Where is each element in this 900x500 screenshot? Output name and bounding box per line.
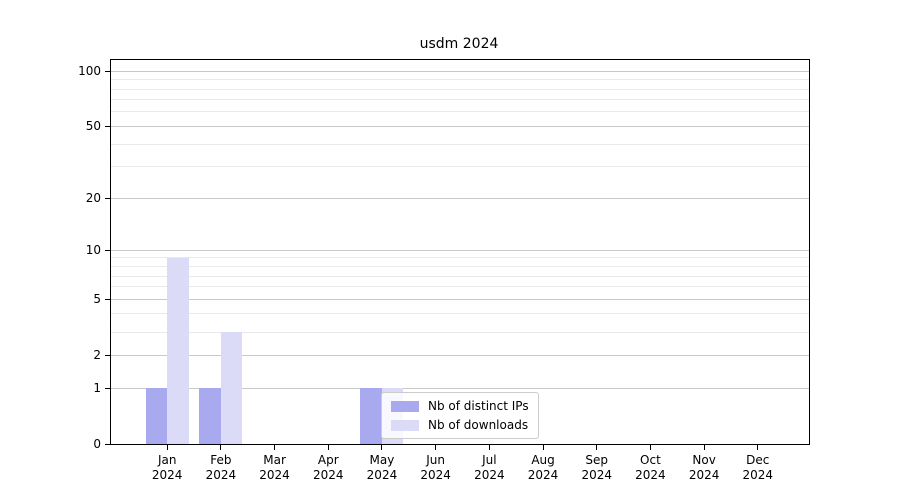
- gridline-minor: [111, 266, 809, 267]
- x-tick-mark: [435, 445, 437, 450]
- x-tick-label: Aug 2024: [527, 453, 559, 482]
- bar-distinct-ips: [360, 388, 382, 444]
- gridline-minor: [111, 99, 809, 101]
- y-tick-mark: [105, 249, 110, 251]
- y-tick-mark: [105, 443, 110, 445]
- gridline-minor: [111, 257, 809, 259]
- chart-title: usdm 2024: [419, 36, 499, 52]
- x-tick-label: Nov 2024: [688, 453, 720, 482]
- legend-swatch-downloads: [391, 419, 419, 431]
- gridline-major: [111, 197, 809, 199]
- x-tick-label: Jan 2024: [151, 453, 183, 482]
- y-tick-mark: [105, 298, 110, 300]
- plot-area: [110, 59, 810, 445]
- y-tick-mark: [105, 125, 110, 127]
- y-tick-label: 100: [78, 64, 101, 79]
- x-tick-label: Oct 2024: [635, 453, 666, 482]
- gridline-minor: [111, 88, 809, 90]
- x-tick-mark: [542, 445, 544, 450]
- gridline-minor: [111, 111, 809, 113]
- gridline-major: [111, 354, 809, 356]
- legend-label-downloads: Nb of downloads: [428, 418, 529, 432]
- gridline-major: [111, 249, 809, 251]
- bar-distinct-ips: [145, 388, 168, 444]
- x-tick-mark: [327, 445, 329, 450]
- gridline-minor: [111, 286, 809, 288]
- y-tick-label: 50: [85, 119, 101, 134]
- y-tick-label: 1: [93, 381, 101, 395]
- y-tick-label: 10: [85, 243, 101, 258]
- y-tick-label: 20: [85, 191, 101, 206]
- x-tick-mark: [596, 445, 598, 450]
- legend: Nb of distinct IPs Nb of downloads: [381, 392, 539, 439]
- y-tick-mark: [105, 70, 110, 72]
- legend-item-distinct-ips: Nb of distinct IPs: [391, 399, 529, 413]
- gridline-minor: [111, 331, 809, 333]
- bar-downloads: [167, 257, 189, 444]
- bar-distinct-ips: [199, 388, 221, 444]
- x-tick-mark: [274, 445, 276, 450]
- x-tick-label: Sep 2024: [581, 453, 612, 482]
- x-tick-label: Apr 2024: [312, 453, 344, 482]
- x-tick-label: Jul 2024: [474, 453, 505, 482]
- bar-downloads: [220, 332, 243, 444]
- x-tick-label: May 2024: [366, 453, 398, 482]
- legend-item-downloads: Nb of downloads: [391, 418, 529, 432]
- x-tick-label: Dec 2024: [742, 453, 774, 482]
- x-tick-mark: [649, 445, 651, 450]
- gridline-minor: [111, 143, 809, 145]
- x-tick-label: Mar 2024: [259, 453, 290, 482]
- x-tick-mark: [166, 445, 168, 450]
- gridline-major: [111, 70, 809, 72]
- gridline-major: [111, 298, 809, 300]
- x-tick-mark: [220, 445, 222, 450]
- x-tick-label: Feb 2024: [205, 453, 237, 482]
- y-tick-mark: [105, 354, 110, 356]
- x-tick-mark: [381, 445, 383, 450]
- x-tick-mark: [703, 445, 705, 450]
- legend-label-distinct-ips: Nb of distinct IPs: [428, 399, 529, 413]
- y-tick-mark: [105, 387, 110, 389]
- gridline-minor: [111, 313, 809, 315]
- legend-swatch-distinct-ips: [391, 400, 419, 412]
- gridline-major: [111, 125, 809, 127]
- gridline-major: [111, 387, 809, 389]
- x-tick-mark: [757, 445, 759, 450]
- x-tick-mark: [488, 445, 490, 450]
- y-tick-label: 2: [93, 348, 101, 363]
- gridline-minor: [111, 166, 809, 168]
- y-tick-mark: [105, 197, 110, 199]
- y-tick-label: 0: [93, 437, 101, 451]
- gridline-minor: [111, 275, 809, 277]
- y-tick-label: 5: [93, 292, 101, 307]
- x-tick-label: Jun 2024: [420, 453, 451, 482]
- gridline-minor: [111, 79, 809, 81]
